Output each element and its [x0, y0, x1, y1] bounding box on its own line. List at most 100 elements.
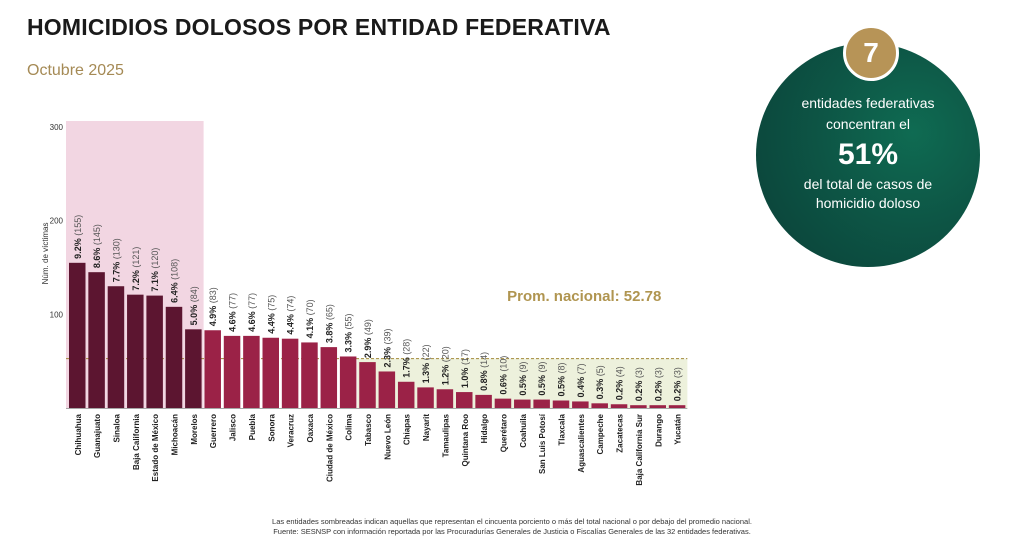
category-label: Guerrero: [209, 414, 218, 448]
category-label: Campeche: [596, 413, 605, 454]
bar-veracruz: [281, 338, 299, 408]
data-label: 4.6% (77): [228, 293, 238, 332]
callout-percent: 51%: [837, 138, 899, 171]
category-label: Chihuahua: [74, 413, 83, 455]
category-label: Estado de México: [151, 414, 160, 482]
category-label: Hidalgo: [480, 414, 489, 443]
bar-michoac-n: [165, 306, 183, 408]
bar-nuevo-le-n: [378, 371, 396, 408]
category-label: Zacatecas: [616, 413, 625, 452]
data-label: 0.2% (4): [615, 366, 625, 400]
data-label: 4.4% (74): [286, 296, 296, 335]
category-label: Baja California Sur: [635, 414, 644, 486]
bar-tabasco: [359, 362, 376, 408]
callout-text: homicidio doloso: [815, 195, 921, 211]
data-label: 4.9% (83): [208, 287, 218, 326]
bar-hidalgo: [475, 394, 492, 408]
data-label: 0.5% (8): [557, 362, 567, 396]
bar-baja-california-sur: [630, 405, 647, 408]
data-label: 2.9% (49): [363, 319, 373, 358]
data-label: 6.4% (108): [170, 259, 180, 303]
category-label: Quintana Roo: [461, 414, 470, 467]
category-label: Tabasco: [364, 414, 373, 446]
data-label: 0.3% (5): [595, 365, 605, 399]
bar-baja-california: [127, 294, 144, 408]
y-axis-label: Núm. de víctimas: [41, 223, 50, 285]
y-tick-label: 300: [50, 123, 64, 132]
data-label: 4.1% (70): [305, 299, 315, 338]
callout-text: concentran el: [825, 116, 911, 132]
data-label: 3.8% (65): [324, 304, 334, 343]
category-label: Durango: [654, 414, 663, 447]
data-label: 0.4% (7): [576, 363, 586, 397]
data-label: 9.2% (155): [73, 215, 83, 259]
bar-tlaxcala: [552, 400, 570, 408]
data-label: 1.3% (22): [421, 344, 431, 383]
page-subtitle: Octubre 2025: [27, 62, 124, 79]
category-label: Guanajuato: [93, 414, 102, 458]
data-label: 0.2% (3): [634, 367, 644, 401]
data-label: 2.3% (39): [382, 328, 392, 367]
category-label: Puebla: [248, 413, 257, 440]
data-label: 0.2% (3): [673, 367, 683, 401]
category-label: Oaxaca: [306, 413, 315, 442]
bar-zacatecas: [610, 404, 628, 408]
bar-oaxaca: [301, 342, 318, 408]
y-tick-label: 200: [50, 217, 64, 226]
data-label: 7.7% (130): [111, 238, 121, 282]
bar-san-luis-potos-: [533, 399, 550, 408]
data-label: 0.5% (9): [537, 362, 547, 396]
data-label: 7.2% (121): [131, 247, 141, 291]
bar-estado-de-m-xico: [146, 295, 163, 408]
category-label: Aguascalientes: [577, 413, 586, 472]
data-label: 1.2% (20): [440, 346, 450, 385]
data-label: 0.8% (14): [479, 352, 489, 391]
bar-coahuila: [514, 399, 531, 408]
bar-puebla: [243, 335, 260, 408]
category-label: Ciudad de México: [325, 414, 334, 482]
bar-quintana-roo: [456, 392, 473, 408]
bar-campeche: [591, 403, 608, 408]
callout-text: entidades federativas: [801, 95, 935, 111]
bar-yucat-n: [668, 405, 686, 408]
data-label: 0.5% (9): [518, 362, 528, 396]
category-label: Baja California: [132, 413, 141, 470]
summary-callout: 7 entidades federativas concentran el 51…: [756, 25, 980, 267]
bar-guanajuato: [88, 272, 105, 408]
data-label: 3.3% (55): [344, 313, 354, 352]
bar-nayarit: [417, 387, 434, 408]
category-label: Nayarit: [422, 414, 431, 441]
category-label: Tlaxcala: [558, 413, 567, 445]
bar-chiapas: [397, 381, 415, 408]
bar-colima: [339, 356, 357, 408]
bar-durango: [649, 405, 666, 408]
data-label: 4.6% (77): [247, 293, 257, 332]
category-label: Morelos: [190, 413, 199, 444]
category-label: Tamaulipas: [441, 413, 450, 457]
category-label: Querétaro: [499, 414, 508, 452]
bar-tamaulipas: [436, 389, 454, 408]
bar-chihuahua: [69, 262, 86, 408]
category-label: Jalisco: [229, 414, 238, 441]
data-label: 5.0% (84): [189, 286, 199, 325]
data-label: 1.0% (17): [460, 349, 470, 388]
category-label: Chiapas: [403, 413, 412, 445]
footnote: Las entidades sombreadas indican aquella…: [272, 517, 752, 526]
bar-ciudad-de-m-xico: [320, 347, 338, 408]
bar-jalisco: [223, 335, 241, 408]
category-label: Colima: [345, 413, 354, 440]
bar-quer-taro: [494, 398, 512, 408]
bar-morelos: [185, 329, 202, 408]
category-label: Yucatán: [674, 414, 683, 445]
data-label: 1.7% (28): [402, 339, 412, 378]
source-note: Fuente: SESNSP con información reportada…: [273, 527, 751, 536]
category-label: Coahuila: [519, 413, 528, 447]
bar-aguascalientes: [572, 401, 589, 408]
data-label: 8.6% (145): [92, 224, 102, 268]
data-label: 0.6% (10): [498, 356, 508, 395]
data-label: 4.4% (75): [266, 295, 276, 334]
category-label: Sinaloa: [112, 413, 121, 442]
page-title: HOMICIDIOS DOLOSOS POR ENTIDAD FEDERATIV…: [27, 14, 611, 40]
bar-sinaloa: [107, 286, 125, 408]
